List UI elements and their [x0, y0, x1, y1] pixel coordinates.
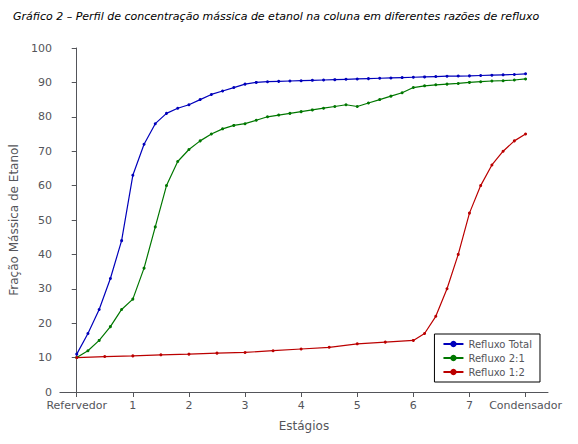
svg-text:0: 0: [45, 386, 52, 399]
svg-text:20: 20: [38, 317, 52, 330]
svg-text:7: 7: [466, 399, 473, 412]
svg-text:10: 10: [38, 351, 52, 364]
svg-text:Fração Mássica de Etanol: Fração Mássica de Etanol: [7, 144, 21, 295]
svg-text:6: 6: [410, 399, 417, 412]
svg-text:90: 90: [38, 76, 52, 89]
svg-text:Refluxo 1:2: Refluxo 1:2: [468, 367, 524, 378]
svg-text:Refluxo 2:1: Refluxo 2:1: [468, 353, 524, 364]
svg-text:40: 40: [38, 248, 52, 261]
svg-text:60: 60: [38, 179, 52, 192]
svg-text:5: 5: [354, 399, 361, 412]
svg-text:1: 1: [129, 399, 136, 412]
svg-text:2: 2: [185, 399, 192, 412]
svg-text:100: 100: [31, 42, 52, 55]
svg-text:4: 4: [298, 399, 305, 412]
svg-text:Condensador: Condensador: [489, 399, 562, 412]
svg-text:3: 3: [242, 399, 249, 412]
svg-text:Refervedor: Refervedor: [46, 399, 107, 412]
svg-text:Estágios: Estágios: [279, 419, 329, 433]
svg-text:Refluxo Total: Refluxo Total: [468, 339, 532, 350]
svg-text:50: 50: [38, 214, 52, 227]
svg-text:80: 80: [38, 110, 52, 123]
svg-text:30: 30: [38, 282, 52, 295]
svg-text:Gráfico 2 – Perfil de concentr: Gráfico 2 – Perfil de concentração mássi…: [13, 10, 540, 23]
svg-text:70: 70: [38, 145, 52, 158]
